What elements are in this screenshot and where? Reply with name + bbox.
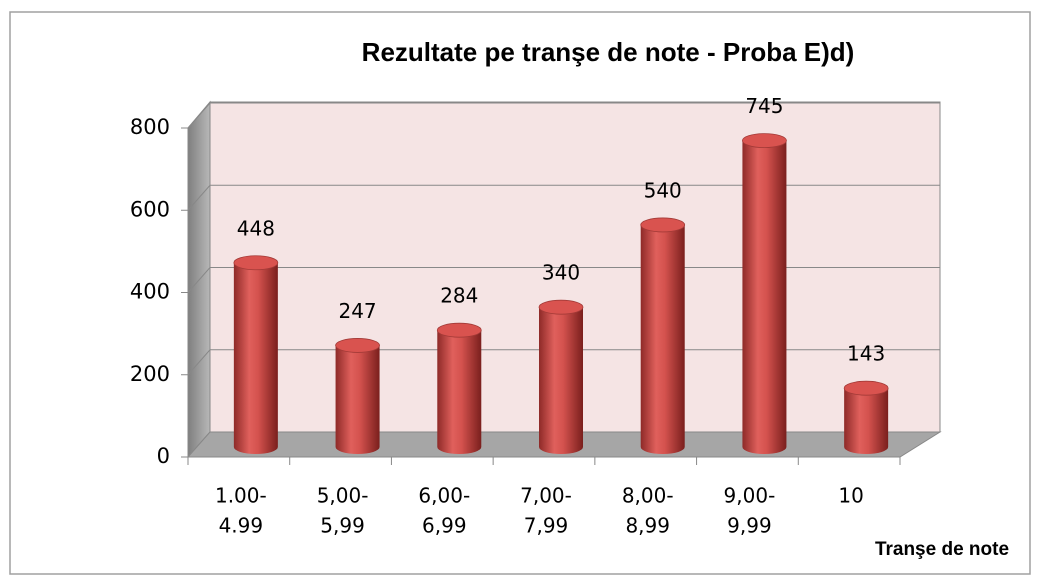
x-tick-label: 6,00- [418,484,470,508]
x-tick-label: 10 [838,484,863,508]
x-tick-label: 7,00- [520,484,572,508]
value-label: 143 [847,342,885,366]
y-tick-label: 400 [130,280,170,304]
bar [742,140,787,455]
x-tick-label: 8,99 [625,514,670,538]
value-label: 247 [338,299,376,323]
grid-line [187,102,940,129]
value-label: 745 [745,94,783,118]
grid-line [187,267,940,293]
bar-top [233,255,279,271]
y-tick-label: 200 [130,362,170,386]
value-label: 448 [237,216,275,240]
bar [335,345,380,455]
bar-top [436,322,482,338]
bar [539,307,583,454]
y-tick-label: 0 [157,444,170,468]
bar-top [843,380,889,396]
value-label: 540 [644,178,682,202]
x-tick-label: 7,99 [524,514,569,538]
grid-line [187,184,940,211]
x-tick-label: 8,00- [622,484,674,508]
value-label: 284 [440,284,478,308]
y-tick-label: 800 [130,115,170,139]
bar [437,330,482,455]
x-tick-label: 5,99 [320,514,365,538]
bar [640,224,685,455]
y-tick-label: 600 [130,197,170,221]
bar-top [742,133,787,149]
bar-top [538,299,584,315]
bar-top [640,217,686,233]
x-tick-label: 6,99 [422,514,467,538]
bar [844,388,889,455]
x-tick-label: 9,00- [724,484,776,508]
bar-top [335,338,380,353]
x-tick-label: 9,99 [727,514,772,538]
value-label: 340 [542,261,580,285]
chart-title: Rezultate pe tranşe de note - Proba E)d) [362,37,855,67]
x-tick-label: 4.99 [219,514,264,538]
grid-line [187,349,940,376]
x-axis-label: Tranşe de note [875,539,1009,560]
x-tick-label: 1.00- [215,484,267,508]
x-tick-label: 5,00- [317,484,369,508]
bar [233,262,278,455]
